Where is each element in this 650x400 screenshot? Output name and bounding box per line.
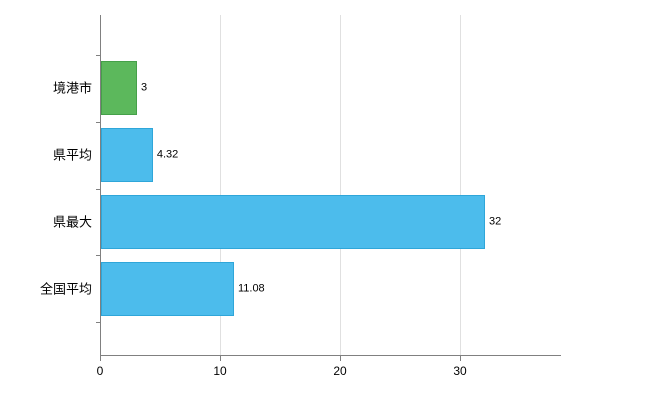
x-axis-tick — [460, 356, 462, 361]
x-axis-tick — [100, 356, 101, 361]
gridline — [460, 15, 462, 355]
x-axis-tick — [340, 356, 342, 361]
x-axis-line — [100, 355, 561, 356]
x-tick-label: 30 — [453, 364, 467, 378]
bar — [101, 128, 153, 183]
y-axis-tick — [96, 255, 100, 257]
value-label: 4.32 — [156, 148, 179, 161]
category-label: 県最大 — [52, 214, 92, 230]
category-label: 全国平均 — [39, 281, 92, 297]
category-label: 境港市 — [52, 80, 92, 96]
x-tick-label: 20 — [333, 364, 347, 378]
gridline — [340, 15, 342, 355]
y-axis-tick — [96, 55, 100, 56]
x-tick-label: 10 — [213, 364, 227, 378]
bar — [101, 61, 137, 116]
y-axis-line — [100, 15, 101, 356]
x-axis-tick — [220, 356, 221, 361]
x-tick-label: 0 — [96, 364, 104, 378]
category-label: 県平均 — [52, 147, 92, 163]
y-axis-tick — [96, 121, 100, 123]
gridline — [220, 15, 221, 355]
value-label: 3 — [141, 81, 148, 94]
value-label: 32 — [489, 215, 502, 228]
y-axis-tick — [96, 322, 100, 323]
bar — [101, 194, 486, 249]
value-label: 11.08 — [237, 282, 265, 295]
bar — [101, 261, 234, 316]
y-axis-tick — [96, 188, 100, 190]
